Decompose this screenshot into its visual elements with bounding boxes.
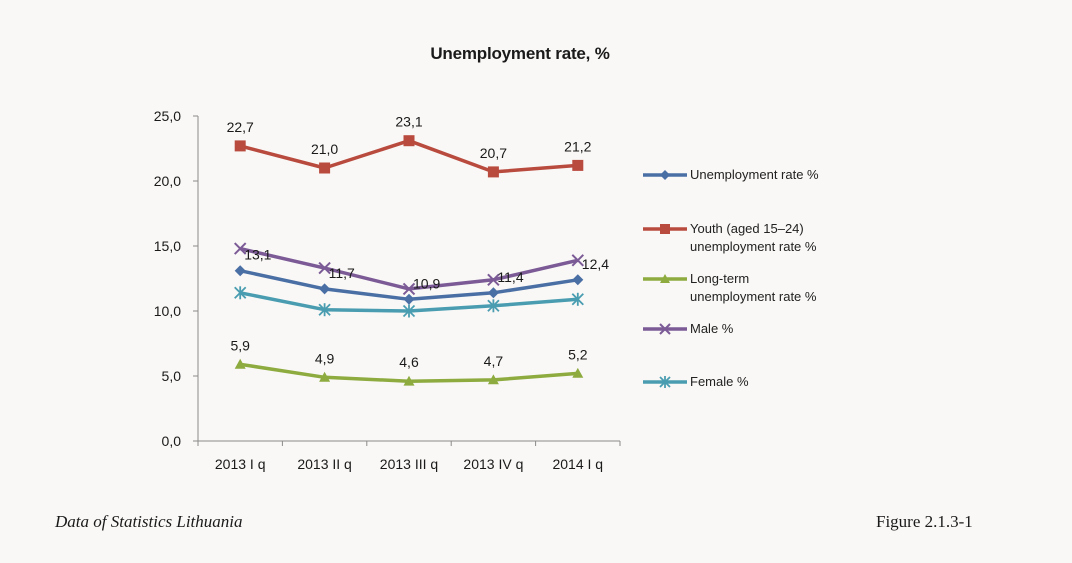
legend-swatch xyxy=(643,224,687,234)
legend-swatch xyxy=(643,376,687,388)
marker-diamond xyxy=(403,293,415,305)
legend-swatch xyxy=(643,323,687,335)
x-tick-label: 2013 ΙΙΙ q xyxy=(380,456,438,472)
data-label: 11,7 xyxy=(329,265,355,281)
data-label: 5,2 xyxy=(568,346,588,362)
marker-x-stroke xyxy=(402,282,416,296)
series-0 xyxy=(234,265,584,305)
series-4 xyxy=(234,286,584,318)
data-label: 21,2 xyxy=(564,138,591,154)
marker-diamond xyxy=(572,274,584,286)
x-tick-label: 2013 ΙV q xyxy=(463,456,523,472)
marker-square xyxy=(403,135,415,147)
data-label: 20,7 xyxy=(480,145,507,161)
data-label: 22,7 xyxy=(227,119,254,135)
x-tick-label: 2013 ΙΙ q xyxy=(297,456,352,472)
marker-triangle xyxy=(572,367,584,378)
data-label: 13,1 xyxy=(244,247,271,263)
series-1 xyxy=(234,135,584,178)
data-label: 4,9 xyxy=(315,350,335,366)
source-note: Data of Statistics Lithuania xyxy=(55,512,243,531)
marker-triangle xyxy=(487,374,499,385)
marker-square xyxy=(660,224,670,234)
marker-x-stroke xyxy=(487,273,500,287)
marker-triangle xyxy=(234,358,246,369)
x-tick-label: 2014 Ι q xyxy=(552,456,603,472)
series-2 xyxy=(234,358,584,386)
y-tick-label: 10,0 xyxy=(154,303,181,319)
y-tick-label: 25,0 xyxy=(154,108,181,124)
marker-diamond xyxy=(660,170,670,180)
marker-diamond xyxy=(487,287,499,299)
legend-swatch xyxy=(643,170,687,180)
legend-label: Youth (aged 15–24) unemployment rate % xyxy=(690,221,817,254)
legend-label: Male % xyxy=(690,321,734,336)
marker-square xyxy=(234,140,246,152)
marker-triangle xyxy=(319,371,331,382)
line-chart: 0,0 5,0 10,0 15,0 20,0 25,0 2013 Ι q 2013 ΙΙ q 2… xyxy=(154,108,621,472)
legend-swatch xyxy=(643,274,687,283)
data-label: 12,4 xyxy=(582,256,609,272)
marker-square xyxy=(572,159,584,171)
data-label: 4,7 xyxy=(484,353,504,369)
data-label: 23,1 xyxy=(395,114,422,130)
data-label: 4,6 xyxy=(399,354,419,370)
figure-number: Figure 2.1.3-1 xyxy=(876,512,973,531)
chart-title: Unemployment rate, % xyxy=(430,44,610,63)
x-tick-label: 2013 Ι q xyxy=(215,456,266,472)
marker-triangle xyxy=(403,375,415,386)
marker-square xyxy=(487,166,499,178)
y-tick-label: 20,0 xyxy=(154,173,181,189)
marker-diamond xyxy=(319,283,331,295)
marker-x-stroke xyxy=(659,323,671,335)
marker-square xyxy=(319,162,331,174)
data-label: 10,9 xyxy=(413,275,440,291)
marker-x-stroke xyxy=(571,254,585,267)
marker-x-stroke xyxy=(318,261,331,275)
legend-label: Female % xyxy=(690,374,749,389)
legend-label: Long-term unemployment rate % xyxy=(690,271,817,304)
y-tick-label: 15,0 xyxy=(154,238,181,254)
data-label: 21,0 xyxy=(311,141,338,157)
marker-triangle xyxy=(660,274,670,283)
series-3 xyxy=(233,242,585,296)
y-tick-label: 0,0 xyxy=(162,433,182,449)
y-tick-label: 5,0 xyxy=(162,368,182,384)
marker-x-stroke xyxy=(233,242,247,255)
data-label: 5,9 xyxy=(230,337,250,353)
data-label: 11,4 xyxy=(497,269,523,285)
marker-diamond xyxy=(234,265,246,277)
legend-label: Unemployment rate % xyxy=(690,167,819,182)
